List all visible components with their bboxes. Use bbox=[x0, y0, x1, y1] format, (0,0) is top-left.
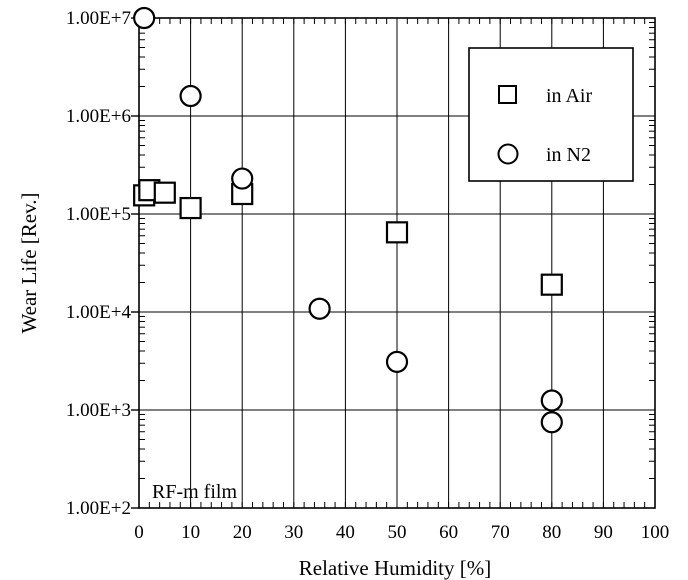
y-tick-label: 1.00E+2 bbox=[66, 498, 131, 519]
minor-ticks-layer bbox=[131, 17, 656, 509]
data-point-n2 bbox=[179, 84, 202, 108]
y-tick-label: 1.00E+6 bbox=[66, 106, 131, 127]
legend-label-air: in Air bbox=[546, 85, 592, 107]
data-point-n2 bbox=[540, 411, 563, 434]
x-tick-label: 20 bbox=[233, 522, 252, 543]
data-point-air bbox=[179, 196, 202, 220]
x-tick-label: 40 bbox=[336, 522, 355, 543]
legend-circle-marker bbox=[497, 143, 519, 165]
legend-square-marker bbox=[498, 85, 517, 104]
data-point-air bbox=[540, 273, 563, 296]
y-tick-label: 1.00E+7 bbox=[66, 8, 131, 29]
x-axis-title: Relative Humidity [%] bbox=[299, 556, 491, 580]
legend-label-n2: in N2 bbox=[546, 144, 591, 166]
x-tick-label: 80 bbox=[542, 522, 561, 543]
x-tick-label: 10 bbox=[181, 522, 200, 543]
data-points-layer bbox=[133, 6, 563, 434]
y-tick-label: 1.00E+3 bbox=[66, 400, 131, 421]
y-tick-label: 1.00E+4 bbox=[66, 302, 132, 323]
x-tick-label: 70 bbox=[491, 522, 510, 543]
legend-box bbox=[468, 47, 634, 182]
plot-frame bbox=[138, 17, 656, 509]
x-tick-label: 100 bbox=[641, 522, 670, 543]
data-point-air bbox=[153, 181, 176, 204]
data-point-air bbox=[385, 221, 409, 244]
x-tick-label: 60 bbox=[439, 522, 458, 543]
x-tick-label: 50 bbox=[388, 522, 407, 543]
y-axis-title: Wear Life [Rev.] bbox=[17, 193, 41, 334]
data-point-n2 bbox=[308, 297, 331, 320]
legend: in Air in N2 bbox=[468, 47, 634, 182]
tick-labels-layer: 0 10 20 30 40 50 60 70 80 90 100 1.00E+2 1.00E+3 1.00… bbox=[66, 8, 669, 543]
data-point-n2 bbox=[133, 6, 156, 30]
data-point-n2 bbox=[385, 350, 409, 373]
data-point-n2 bbox=[540, 389, 563, 412]
x-tick-label: 90 bbox=[594, 522, 613, 543]
x-tick-label: 0 bbox=[134, 522, 144, 543]
y-tick-label: 1.00E+5 bbox=[66, 204, 131, 225]
x-tick-label: 30 bbox=[284, 522, 303, 543]
annotation-label: RF-m film bbox=[152, 481, 237, 503]
data-point-n2 bbox=[231, 167, 254, 190]
